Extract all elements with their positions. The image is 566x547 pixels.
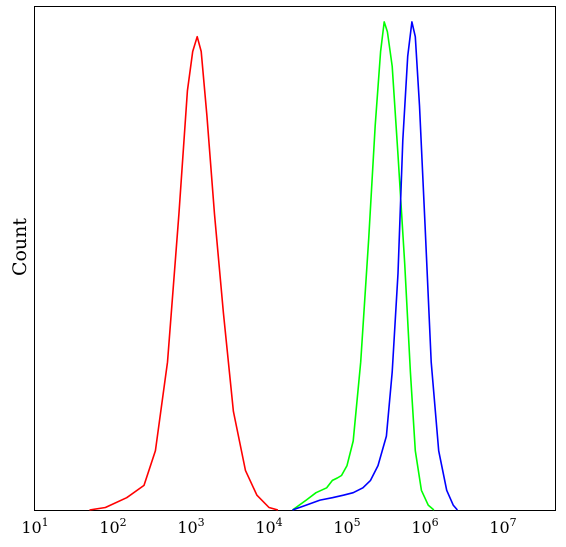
x-tick-label-2: 102: [99, 516, 126, 537]
x-tick-label-6: 106: [411, 516, 438, 537]
series-line-2: [292, 21, 435, 511]
series-layer: [89, 21, 459, 511]
x-tick-label-5: 105: [333, 516, 360, 537]
plot-frame: [34, 6, 556, 511]
x-tick-label-1: 101: [21, 516, 48, 537]
x-tick-label-7: 107: [489, 516, 516, 537]
x-tick-label-3: 103: [177, 516, 204, 537]
x-tick-label-4: 104: [255, 516, 282, 537]
series-line-1: [89, 35, 279, 511]
x-tick-labels: 101 102 103 104 105 106 107: [21, 516, 516, 537]
y-axis-title: Count: [9, 218, 31, 276]
series-line-3: [292, 21, 459, 511]
